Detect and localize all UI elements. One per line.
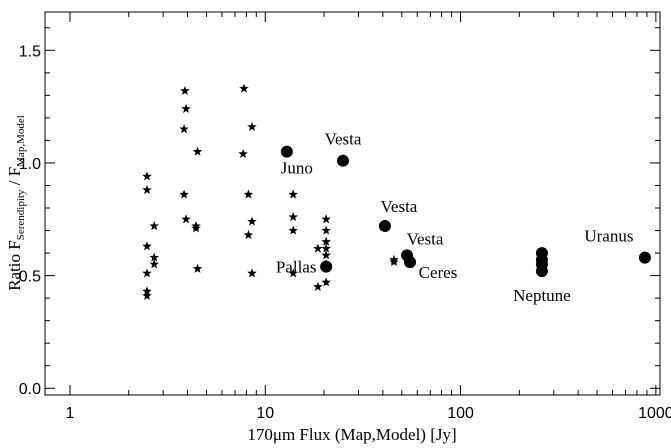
star-point — [142, 290, 152, 300]
star-point — [247, 121, 257, 131]
point-label: Vesta — [325, 130, 362, 149]
y-label-part: / F — [5, 167, 24, 190]
star-point — [192, 263, 203, 273]
circle-point — [378, 220, 391, 233]
star-point — [191, 223, 201, 233]
y-axis-label: Ratio FSerendipity / FMap,Model — [5, 115, 27, 291]
star-point — [243, 189, 254, 199]
y-tick-label: 1.5 — [19, 43, 41, 60]
star-point — [243, 230, 254, 240]
point-label: Pallas — [276, 258, 317, 277]
circle-point — [638, 251, 651, 264]
point-label: Juno — [281, 159, 313, 178]
y-label-sub: Map,Model — [15, 115, 27, 167]
circle-point — [336, 154, 349, 167]
point-label: Neptune — [513, 286, 571, 305]
star-point — [288, 225, 298, 235]
star-point — [179, 189, 189, 199]
star-point — [321, 277, 331, 287]
circle-point — [404, 256, 417, 269]
y-tick-label: 1.0 — [19, 156, 41, 173]
star-point — [321, 243, 331, 253]
star-point — [179, 124, 189, 134]
circle-point — [320, 260, 333, 273]
star-point — [321, 236, 331, 246]
y-tick-label: 0.5 — [19, 269, 41, 286]
star-point — [288, 268, 298, 278]
star-point — [313, 243, 323, 253]
star-point — [142, 184, 152, 195]
star-point — [142, 268, 152, 278]
star-point — [239, 83, 249, 93]
x-axis-label: 170μm Flux (Map,Model) [Jy] — [247, 425, 456, 444]
x-tick-label: 1000 — [638, 405, 671, 422]
circle-point — [280, 145, 293, 158]
plot-frame — [44, 11, 661, 396]
star-point — [247, 216, 257, 226]
star-point — [180, 85, 190, 95]
point-label: Ceres — [419, 263, 458, 282]
star-point — [238, 148, 248, 158]
star-point — [142, 241, 152, 251]
y-label-sub: Serendipity — [15, 189, 27, 240]
circle-point — [535, 265, 548, 278]
star-point — [192, 146, 203, 156]
x-tick-label: 1 — [66, 405, 75, 422]
point-label: Vesta — [381, 197, 418, 216]
star-point — [313, 281, 323, 291]
star-point — [389, 257, 399, 267]
y-label-part: Ratio F — [5, 240, 24, 291]
x-tick-label: 100 — [447, 405, 474, 422]
point-label: Vesta — [407, 229, 444, 248]
point-label: Uranus — [584, 227, 633, 246]
star-point — [149, 259, 159, 269]
y-tick-label: 0.0 — [19, 381, 41, 398]
star-point — [321, 214, 331, 224]
star-point — [247, 268, 257, 278]
star-point — [288, 212, 298, 222]
star-point — [321, 225, 331, 235]
star-point — [321, 250, 331, 260]
star-point — [181, 214, 191, 224]
star-point — [288, 189, 298, 199]
star-point — [181, 103, 191, 113]
star-point — [149, 221, 159, 231]
x-tick-label: 10 — [256, 405, 274, 422]
star-point — [142, 171, 152, 181]
star-point — [149, 252, 159, 262]
